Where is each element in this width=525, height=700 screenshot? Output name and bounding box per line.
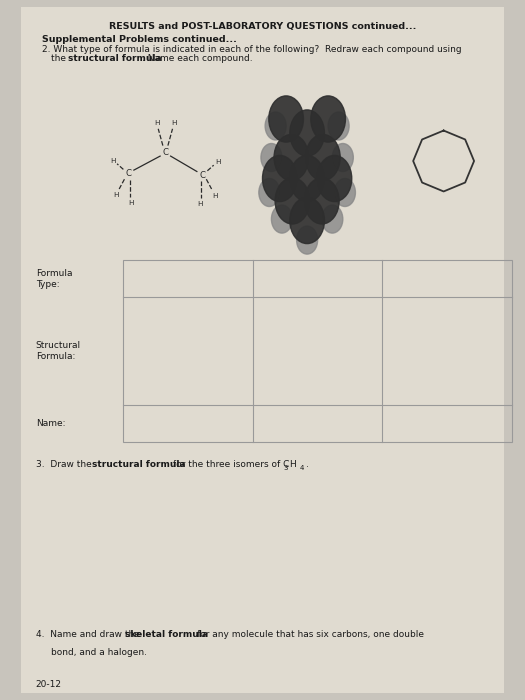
Circle shape xyxy=(322,205,343,233)
Text: H: H xyxy=(113,192,118,197)
Text: structural formula: structural formula xyxy=(68,55,161,63)
Circle shape xyxy=(334,178,355,206)
Circle shape xyxy=(328,112,349,140)
Text: H: H xyxy=(154,120,160,126)
Circle shape xyxy=(262,155,297,202)
Text: C: C xyxy=(199,171,205,179)
Bar xyxy=(123,260,512,442)
Text: H: H xyxy=(197,202,202,207)
Circle shape xyxy=(275,178,310,224)
Text: skeletal formula: skeletal formula xyxy=(125,630,208,638)
Circle shape xyxy=(290,110,324,156)
Text: RESULTS and POST-LABORATORY QUESTIONS continued...: RESULTS and POST-LABORATORY QUESTIONS co… xyxy=(109,22,416,31)
Circle shape xyxy=(311,96,345,142)
Circle shape xyxy=(271,205,292,233)
Text: C: C xyxy=(125,169,132,178)
Text: 2. What type of formula is indicated in each of the following?  Redraw each comp: 2. What type of formula is indicated in … xyxy=(42,46,461,54)
Text: Supplemental Problems continued...: Supplemental Problems continued... xyxy=(42,35,237,43)
Text: H: H xyxy=(213,193,218,199)
Circle shape xyxy=(297,226,318,254)
Circle shape xyxy=(306,134,340,181)
Text: for any molecule that has six carbons, one double: for any molecule that has six carbons, o… xyxy=(194,630,424,638)
Text: H: H xyxy=(215,160,220,165)
Circle shape xyxy=(274,134,309,181)
Circle shape xyxy=(269,96,303,142)
Text: H: H xyxy=(289,460,296,468)
Text: 4.  Name and draw the: 4. Name and draw the xyxy=(36,630,142,638)
Circle shape xyxy=(265,112,286,140)
Circle shape xyxy=(332,144,353,172)
Text: H: H xyxy=(171,120,176,126)
Text: 20-12: 20-12 xyxy=(36,680,62,689)
Text: H: H xyxy=(129,200,134,206)
Text: 4: 4 xyxy=(299,466,303,471)
Text: 3: 3 xyxy=(283,466,288,471)
Circle shape xyxy=(317,155,352,202)
Text: Name:: Name: xyxy=(36,419,65,428)
Text: H: H xyxy=(110,158,116,164)
Circle shape xyxy=(261,144,282,172)
Text: Structural
Formula:: Structural Formula: xyxy=(36,341,81,361)
Text: Formula
Type:: Formula Type: xyxy=(36,269,72,288)
Text: for the three isomers of C: for the three isomers of C xyxy=(170,460,289,468)
Text: 3.  Draw the: 3. Draw the xyxy=(36,460,94,468)
Text: C: C xyxy=(162,148,169,157)
Text: structural formula: structural formula xyxy=(92,460,186,468)
Circle shape xyxy=(304,178,339,224)
Text: .: . xyxy=(306,460,308,468)
Text: the: the xyxy=(51,55,69,63)
Circle shape xyxy=(290,155,324,202)
Circle shape xyxy=(259,178,280,206)
Text: bond, and a halogen.: bond, and a halogen. xyxy=(51,648,148,657)
FancyBboxPatch shape xyxy=(21,7,504,693)
Text: . Name each compound.: . Name each compound. xyxy=(142,55,253,63)
Circle shape xyxy=(290,197,324,244)
